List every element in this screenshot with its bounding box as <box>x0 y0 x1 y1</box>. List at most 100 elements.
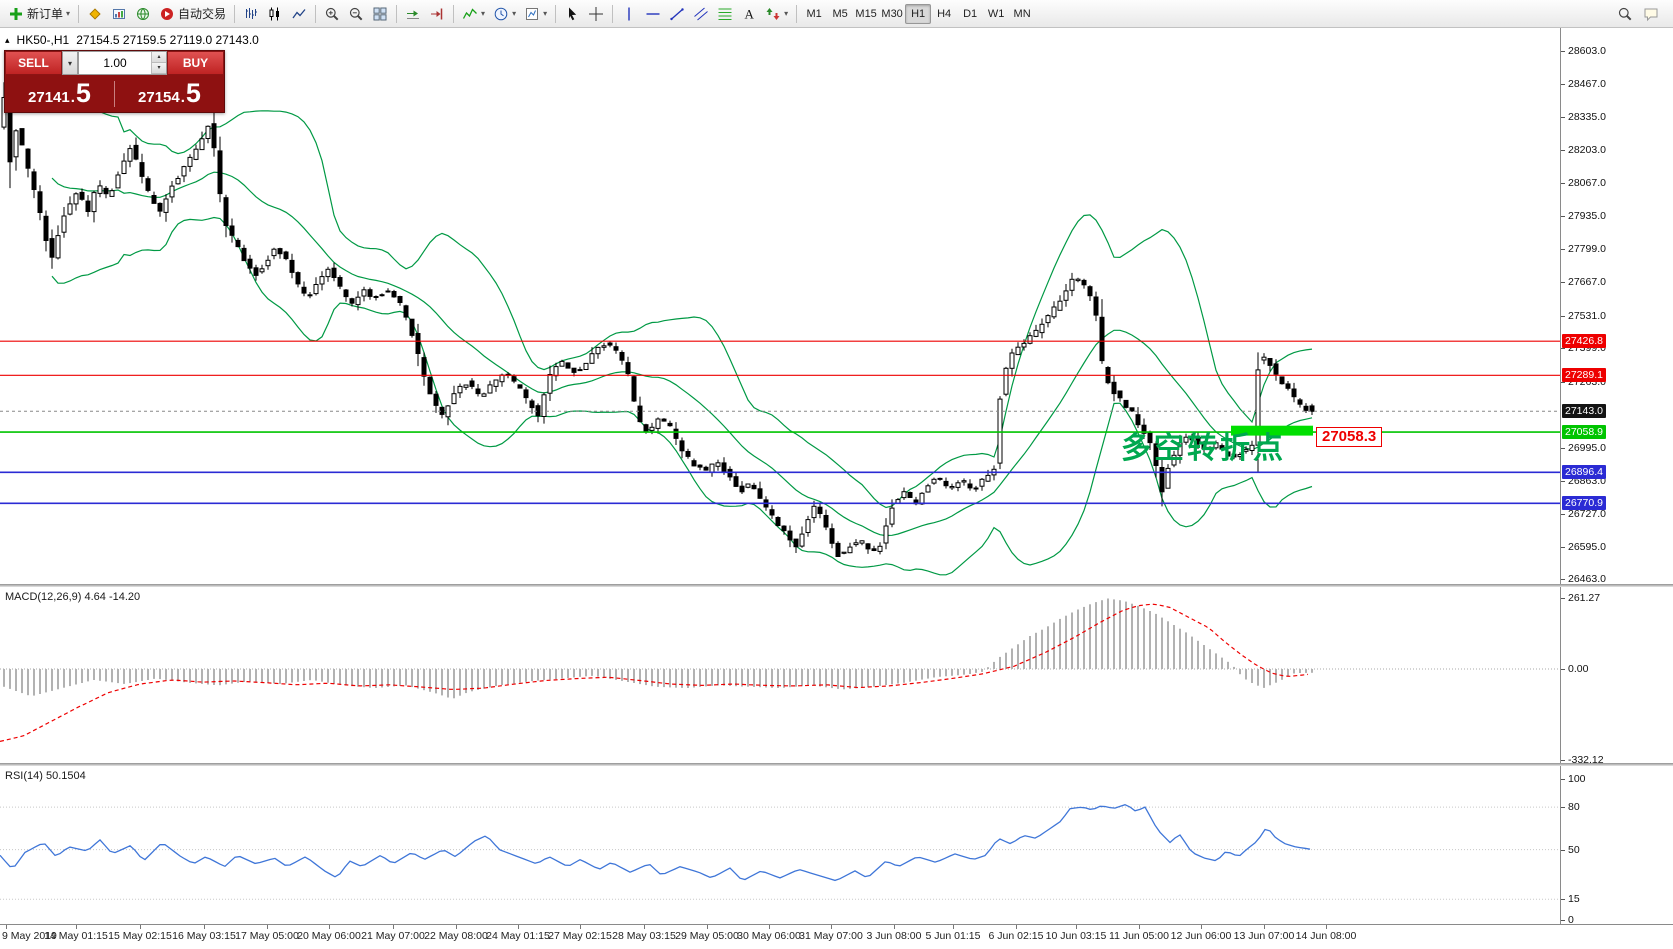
volume-up-button[interactable]: ▴ <box>152 52 166 63</box>
axis-tick <box>1561 546 1565 548</box>
hline-price-label: 27289.1 <box>1562 368 1606 383</box>
candle-chart-button[interactable] <box>263 3 287 25</box>
autotrade-button[interactable]: 自动交易 <box>155 3 230 25</box>
time-tick-label: 14 May 01:15 <box>44 930 108 942</box>
vertical-line-button[interactable] <box>617 3 641 25</box>
price-axis[interactable]: 28603.0 28467.0 28335.0 28203.0 28067.0 27935… <box>1561 28 1673 586</box>
timeframe-mn-button[interactable]: MN <box>1009 4 1035 24</box>
timeframe-h1-button[interactable]: H1 <box>905 3 932 24</box>
trendline-button[interactable] <box>665 3 689 25</box>
time-tick <box>204 925 205 929</box>
price-axis-border <box>1560 28 1561 924</box>
timeframe-m30-button[interactable]: M30 <box>879 4 905 24</box>
timeframe-w1-button[interactable]: W1 <box>983 4 1009 24</box>
price-chart-plot[interactable] <box>0 28 1560 584</box>
toolbar-separator <box>315 4 317 23</box>
axis-tick-label: 26463.0 <box>1568 573 1606 586</box>
data-window-button[interactable] <box>107 3 131 25</box>
line-chart-button[interactable] <box>287 3 311 25</box>
axis-tick <box>1561 215 1565 217</box>
buy-price-dot: . <box>180 89 185 106</box>
indicators-button[interactable]: ▾ <box>458 3 489 25</box>
fibonacci-icon <box>717 6 733 22</box>
templates-button[interactable]: ▾ <box>520 3 551 25</box>
auto-scroll-button[interactable] <box>401 3 425 25</box>
dropdown-caret-icon: ▾ <box>784 9 789 18</box>
macd-axis[interactable]: 261.27 0.00 -332.12 <box>1561 587 1673 766</box>
search-icon <box>1617 6 1633 22</box>
rsi-label: RSI(14) 50.1504 <box>5 770 86 782</box>
buy-button[interactable]: BUY <box>167 51 224 75</box>
time-tick-label: 10 Jun 03:15 <box>1045 930 1107 942</box>
arrow-objects-icon <box>765 6 781 22</box>
volume-dropdown-button[interactable]: ▾ <box>62 51 78 75</box>
timeframe-m15-button[interactable]: M15 <box>853 4 879 24</box>
sell-price-pips: 5 <box>75 78 91 108</box>
bar-chart-button[interactable] <box>239 3 263 25</box>
macd-plot[interactable] <box>0 587 1560 763</box>
bar-chart-icon <box>243 6 259 22</box>
fibonacci-button[interactable] <box>713 3 737 25</box>
time-tick-label: 20 May 06:00 <box>297 930 361 942</box>
favorites-button[interactable] <box>83 3 107 25</box>
zoom-out-button[interactable] <box>344 3 368 25</box>
toolbar-separator <box>78 4 80 23</box>
timeframe-m5-button[interactable]: M5 <box>827 4 853 24</box>
toolbar-separator <box>555 4 557 23</box>
chat-icon <box>1643 6 1659 22</box>
zoom-out-icon <box>348 6 364 22</box>
indicators-icon <box>462 6 478 22</box>
buy-price[interactable]: 27154. 5 <box>115 80 224 107</box>
trendline-icon <box>669 6 685 22</box>
price-callout-label[interactable]: 27058.3 <box>1316 427 1383 447</box>
time-tick-label: 24 May 01:15 <box>486 930 550 942</box>
periods-icon <box>493 6 509 22</box>
arrow-objects-button[interactable]: ▾ <box>761 3 792 25</box>
text-label-button[interactable]: A <box>737 3 761 25</box>
collapse-arrow-icon[interactable]: ▴ <box>5 34 10 45</box>
zoom-in-button[interactable] <box>320 3 344 25</box>
crosshair-icon <box>588 6 604 22</box>
time-tick-label: 27 May 02:15 <box>548 930 612 942</box>
timeframe-d1-button[interactable]: D1 <box>957 4 983 24</box>
time-tick <box>518 925 519 929</box>
time-tick-label: 29 May 05:00 <box>675 930 739 942</box>
panel-splitter[interactable] <box>0 763 1673 766</box>
volume-down-button[interactable]: ▾ <box>152 63 166 74</box>
current-price-label: 27143.0 <box>1562 404 1606 419</box>
time-axis[interactable]: 9 May 2019 14 May 01:15 15 May 02:15 16 May… <box>0 924 1673 949</box>
axis-tick <box>1561 597 1565 599</box>
autotrade-label: 自动交易 <box>178 7 227 21</box>
sell-price[interactable]: 27141. 5 <box>5 80 114 107</box>
equidistant-channel-button[interactable] <box>689 3 713 25</box>
chart-annotation-text[interactable]: 多空转折点 <box>1121 431 1286 466</box>
panel-splitter[interactable] <box>0 584 1673 587</box>
macd-svg <box>0 598 1560 742</box>
axis-tick-label: 100 <box>1568 772 1586 785</box>
axis-tick-label: 261.27 <box>1568 591 1601 604</box>
chart-shift-button[interactable] <box>425 3 449 25</box>
crosshair-button[interactable] <box>584 3 608 25</box>
new-order-button[interactable]: 新订单 ▾ <box>4 3 74 25</box>
bollinger-band-line <box>51 171 1313 537</box>
sell-price-dot: . <box>70 89 75 106</box>
sell-button[interactable]: SELL <box>5 51 62 75</box>
community-button[interactable] <box>131 3 155 25</box>
time-tick <box>1201 925 1202 929</box>
timeframe-m1-button[interactable]: M1 <box>801 4 827 24</box>
tile-windows-button[interactable] <box>368 3 392 25</box>
buy-price-pips: 5 <box>185 78 201 108</box>
toolbar-separator <box>234 4 236 23</box>
rsi-plot[interactable] <box>0 766 1560 924</box>
volume-input[interactable] <box>79 52 151 74</box>
horizontal-line-button[interactable] <box>641 3 665 25</box>
axis-tick-label: 15 <box>1568 893 1580 906</box>
chat-button[interactable] <box>1639 3 1663 25</box>
search-button[interactable] <box>1613 3 1637 25</box>
time-tick <box>894 925 895 929</box>
timeframe-h4-button[interactable]: H4 <box>931 4 957 24</box>
periods-button[interactable]: ▾ <box>489 3 520 25</box>
cursor-button[interactable] <box>560 3 584 25</box>
rsi-axis[interactable]: 100 80 50 15 0 <box>1561 766 1673 926</box>
rsi-svg <box>0 804 1560 900</box>
